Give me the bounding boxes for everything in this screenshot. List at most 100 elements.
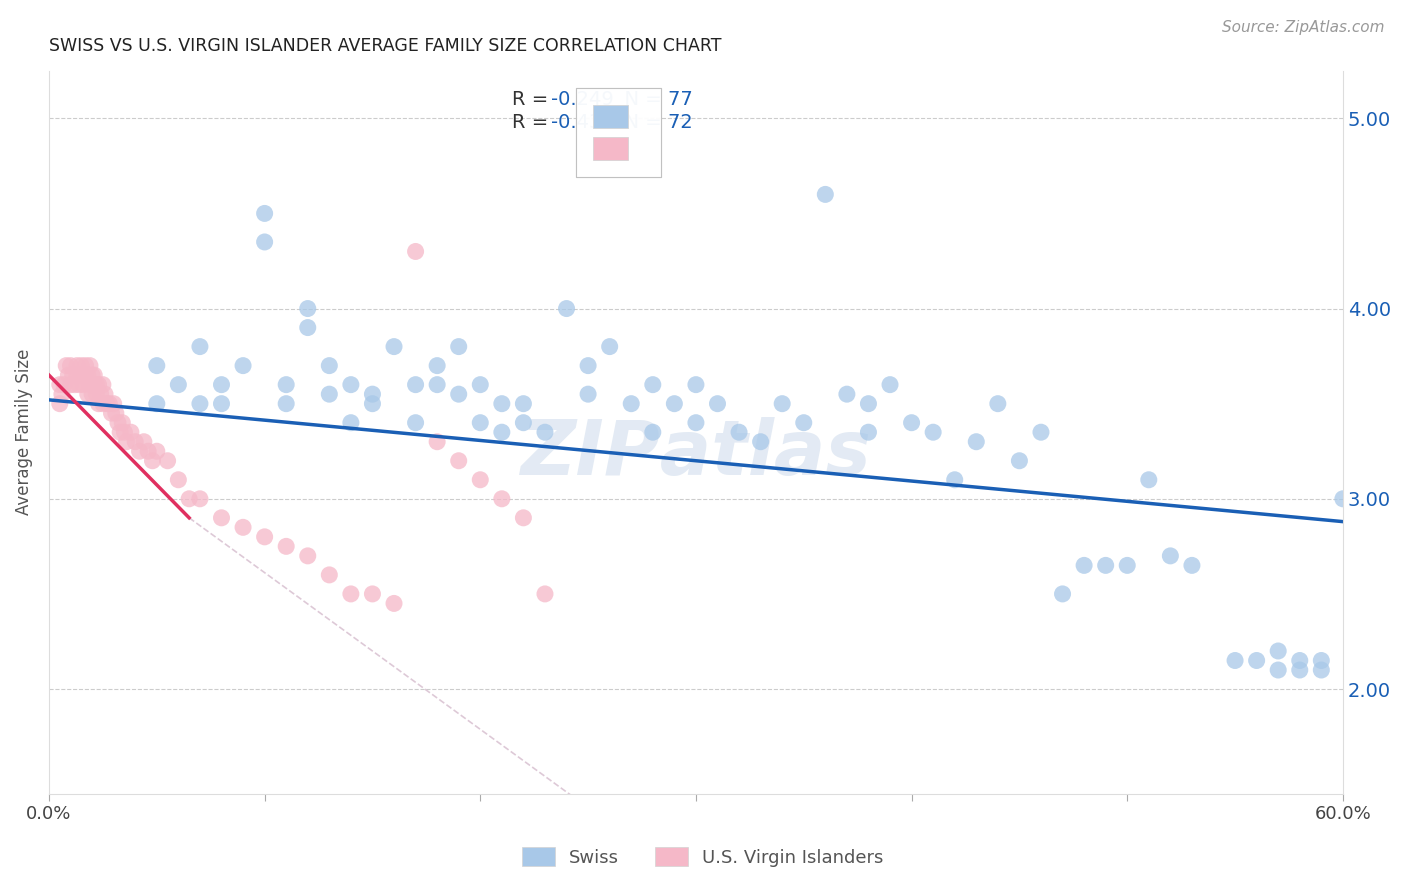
Point (188, 340, 211, 354)
Point (107, 416, 129, 430)
Point (211, 377, 233, 392)
Text: Source: ZipAtlas.com: Source: ZipAtlas.com (1222, 20, 1385, 35)
Point (965, 434, 987, 449)
Point (211, 397, 233, 411)
Point (67, 377, 90, 392)
Point (1159, 549, 1181, 563)
Point (491, 425, 513, 440)
Point (858, 425, 880, 440)
Point (318, 359, 340, 373)
Point (76, 387, 98, 401)
Point (108, 425, 131, 440)
Point (75, 359, 97, 373)
Point (340, 377, 363, 392)
Point (770, 397, 793, 411)
Point (48, 397, 70, 411)
Point (76, 368, 98, 383)
Point (641, 377, 664, 392)
Point (188, 491, 211, 506)
Point (1073, 558, 1095, 573)
Point (136, 444, 159, 458)
Point (167, 377, 190, 392)
Point (576, 387, 599, 401)
Point (276, 540, 298, 554)
Point (340, 587, 363, 601)
Point (814, 187, 837, 202)
Point (405, 377, 427, 392)
Point (79, 359, 101, 373)
Point (1116, 558, 1139, 573)
Point (641, 425, 664, 440)
Point (1181, 558, 1204, 573)
Point (405, 244, 427, 259)
Point (232, 359, 254, 373)
Point (382, 596, 405, 610)
Point (361, 587, 384, 601)
Point (879, 377, 901, 392)
Point (103, 397, 125, 411)
Point (576, 359, 599, 373)
Point (91, 377, 114, 392)
Point (1288, 653, 1310, 667)
Point (943, 473, 966, 487)
Point (115, 434, 138, 449)
Point (104, 406, 127, 420)
Point (276, 377, 298, 392)
Point (620, 397, 643, 411)
Point (470, 416, 492, 430)
Point (318, 567, 340, 582)
Point (728, 425, 751, 440)
Point (447, 454, 470, 468)
Point (55, 359, 77, 373)
Point (361, 397, 384, 411)
Point (1267, 644, 1289, 658)
Point (361, 387, 384, 401)
Point (297, 549, 319, 563)
Point (124, 434, 146, 449)
Point (70, 359, 93, 373)
Point (70, 368, 93, 383)
Point (793, 416, 815, 430)
Point (146, 359, 169, 373)
Point (120, 425, 142, 440)
Point (91, 397, 114, 411)
Point (98, 397, 121, 411)
Point (297, 301, 319, 316)
Point (382, 340, 405, 354)
Point (146, 444, 169, 458)
Point (987, 397, 1010, 411)
Point (512, 416, 534, 430)
Text: N = 72: N = 72 (612, 113, 693, 132)
Point (146, 397, 169, 411)
Point (922, 425, 945, 440)
Point (1246, 653, 1268, 667)
Point (82, 387, 104, 401)
Point (491, 397, 513, 411)
Text: SWISS VS U.S. VIRGIN ISLANDER AVERAGE FAMILY SIZE CORRELATION CHART: SWISS VS U.S. VIRGIN ISLANDER AVERAGE FA… (49, 37, 721, 55)
Point (87, 397, 110, 411)
Point (1331, 491, 1354, 506)
Point (51, 387, 73, 401)
Text: R =: R = (512, 90, 555, 109)
Point (555, 301, 578, 316)
Point (66, 368, 89, 383)
Point (1137, 473, 1160, 487)
Point (664, 397, 686, 411)
Point (297, 320, 319, 334)
Text: N = 77: N = 77 (612, 90, 693, 109)
Point (512, 511, 534, 525)
Point (63, 377, 86, 392)
Point (1008, 454, 1031, 468)
Point (141, 454, 163, 468)
Point (749, 434, 772, 449)
Point (1310, 663, 1333, 677)
Text: ZIP​atlas: ZIP​atlas (520, 417, 872, 491)
Point (426, 359, 449, 373)
Point (75, 368, 97, 383)
Point (179, 491, 201, 506)
Point (447, 387, 470, 401)
Point (82, 368, 104, 383)
Point (685, 377, 707, 392)
Point (167, 473, 190, 487)
Point (706, 397, 728, 411)
